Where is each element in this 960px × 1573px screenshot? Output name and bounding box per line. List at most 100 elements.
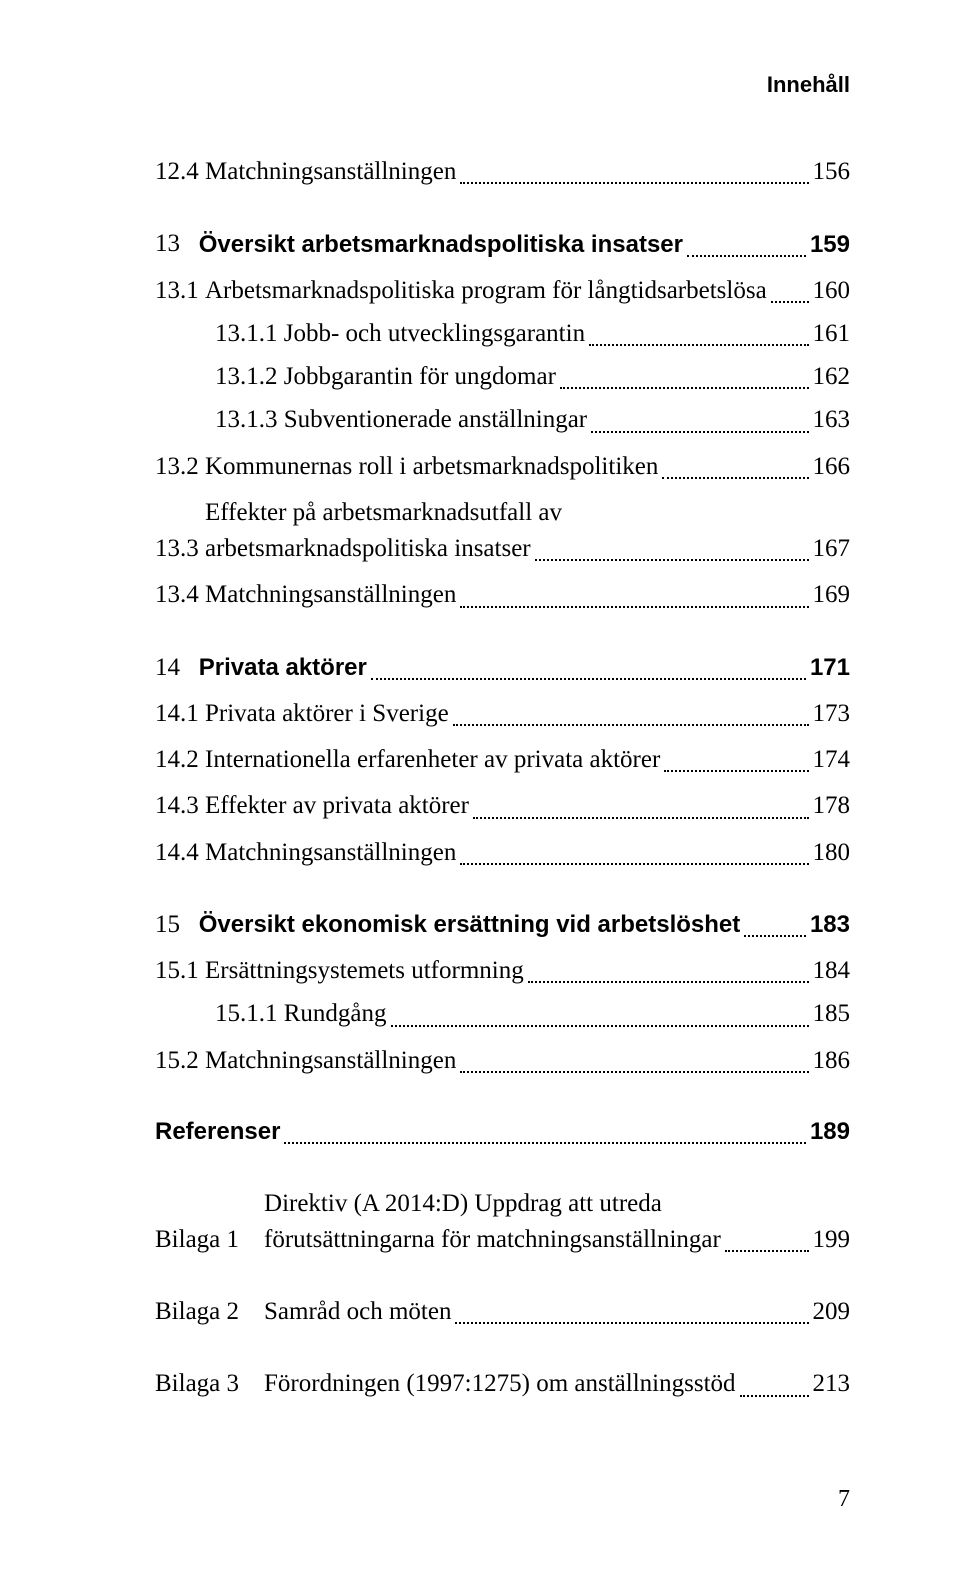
toc-entry: 13.1.2 Jobbgarantin för ungdomar 162 [155,359,850,395]
toc-leader [664,770,808,772]
toc-row2: arbetsmarknadspolitiska insatser 167 [205,531,850,567]
toc-leader [744,935,806,937]
toc-entry: 14 Privata aktörer 171 [155,650,850,686]
toc-page: 160 [813,273,851,309]
toc-leader [460,863,808,865]
toc-entry: 13.3 Effekter på arbetsmarknadsutfall av… [155,495,850,568]
toc-entry: 13.4 Matchningsanställningen 169 [155,577,850,613]
toc-label: Översikt ekonomisk ersättning vid arbets… [199,908,741,943]
toc-page: 186 [813,1043,851,1079]
toc-section-number: 13.2 [155,449,205,485]
toc-section-number: 15.1 [155,953,205,989]
toc-entry: 13.2 Kommunernas roll i arbetsmarknadspo… [155,449,850,485]
toc-entry: 13.1 Arbetsmarknadspolitiska program för… [155,273,850,309]
toc-section-number: 15 [155,907,199,943]
toc-label: Matchningsanställningen [205,577,456,613]
toc-section-number: 13.4 [155,577,205,613]
toc-leader [455,1322,808,1324]
toc-page: 163 [813,402,851,438]
toc-page: 213 [813,1366,851,1402]
toc-label: Matchningsanställningen [205,835,456,871]
toc-leader [687,255,806,257]
toc-leader [740,1395,809,1397]
toc-leader [771,301,809,303]
toc-entry: 15.1.1 Rundgång 185 [155,996,850,1032]
toc-label: 13.1.2 Jobbgarantin för ungdomar [215,359,556,395]
toc-leader [453,724,809,726]
toc-label: arbetsmarknadspolitiska insatser [205,531,531,567]
toc-label: Matchningsanställningen [205,154,456,190]
toc-label: Privata aktörer [199,651,367,686]
toc-page: 174 [813,742,851,778]
toc-entry: 15.1 Ersättningsystemets utformning 184 [155,953,850,989]
toc-page: 178 [813,788,851,824]
toc-entry: 14.4 Matchningsanställningen 180 [155,835,850,871]
toc-label: Arbetsmarknadspolitiska program för lång… [205,273,767,309]
toc-leader [460,182,808,184]
toc-section-number: 14 [155,650,199,686]
toc-page: 199 [813,1222,851,1258]
toc-section-number: 14.4 [155,835,205,871]
toc-page: 184 [813,953,851,989]
toc-section-number: 12.4 [155,154,205,190]
toc-section-number: 14.2 [155,742,205,778]
toc-entry: 15.2 Matchningsanställningen186 [155,1043,850,1079]
toc-leader [460,606,808,608]
toc-label: Referenser [155,1115,280,1150]
toc-label: Privata aktörer i Sverige [205,696,449,732]
toc-page: 167 [813,531,851,567]
toc-section-number: Bilaga 3 [155,1366,264,1402]
toc-label: Effekter av privata aktörer [205,788,469,824]
toc-entry: 14.3 Effekter av privata aktörer 178 [155,788,850,824]
toc-leader [460,1071,808,1073]
toc-row2: förutsättningarna för matchningsanställn… [264,1222,850,1258]
toc-leader [284,1142,806,1144]
toc-page: 209 [813,1294,851,1330]
toc-leader [371,678,806,680]
toc-label: Samråd och möten [264,1294,451,1330]
toc-leader [391,1025,809,1027]
toc-label: 13.1.1 Jobb- och utvecklingsgarantin [215,316,585,352]
toc-label: Effekter på arbetsmarknadsutfall av [205,495,850,531]
toc-label: 13.1.3 Subventionerade anställningar [215,402,587,438]
toc-page: 159 [810,228,850,263]
toc-label-wrap: Direktiv (A 2014:D) Uppdrag att utredafö… [264,1186,850,1259]
toc-entry: 15 Översikt ekonomisk ersättning vid arb… [155,907,850,943]
toc-page: 173 [813,696,851,732]
toc-label: Ersättningsystemets utformning [205,953,524,989]
toc-section-number: 14.1 [155,696,205,732]
toc-leader [662,477,808,479]
toc-page: 185 [813,996,851,1032]
toc-section-number: Bilaga 1 [155,1222,264,1258]
page-header: Innehåll [155,72,850,98]
toc-label: förutsättningarna för matchningsanställn… [264,1222,721,1258]
toc-entry: 13.1.3 Subventionerade anställningar 163 [155,402,850,438]
toc-leader [560,387,809,389]
toc-page: 180 [813,835,851,871]
toc-entry: 14.1 Privata aktörer i Sverige 173 [155,696,850,732]
toc-page: 162 [813,359,851,395]
toc-leader [591,431,808,433]
toc-page: 171 [810,651,850,686]
toc-entry: 13 Översikt arbetsmarknadspolitiska insa… [155,226,850,262]
toc-section-number: 13.1 [155,273,205,309]
toc-section-number: 14.3 [155,788,205,824]
toc-leader [589,344,808,346]
toc-page: 189 [810,1115,850,1150]
toc-label: Matchningsanställningen [205,1043,456,1079]
toc-label-wrap: Effekter på arbetsmarknadsutfall avarbet… [205,495,850,568]
toc-entry: Bilaga 3 Förordningen (1997:1275) om ans… [155,1366,850,1402]
toc-label: 15.1.1 Rundgång [215,996,387,1032]
toc-entry: 12.4 Matchningsanställningen 156 [155,154,850,190]
toc-leader [535,559,809,561]
toc-entry: Referenser 189 [155,1115,850,1150]
toc-leader [528,981,809,983]
toc-page: 156 [813,154,851,190]
toc-page: 183 [810,908,850,943]
toc-container: 12.4 Matchningsanställningen 156 13 Översi… [155,154,850,1403]
toc-page: 169 [813,577,851,613]
page-number: 7 [838,1486,850,1513]
toc-label: Internationella erfarenheter av privata … [205,742,660,778]
toc-section-number: Bilaga 2 [155,1294,264,1330]
toc-page: 166 [813,449,851,485]
